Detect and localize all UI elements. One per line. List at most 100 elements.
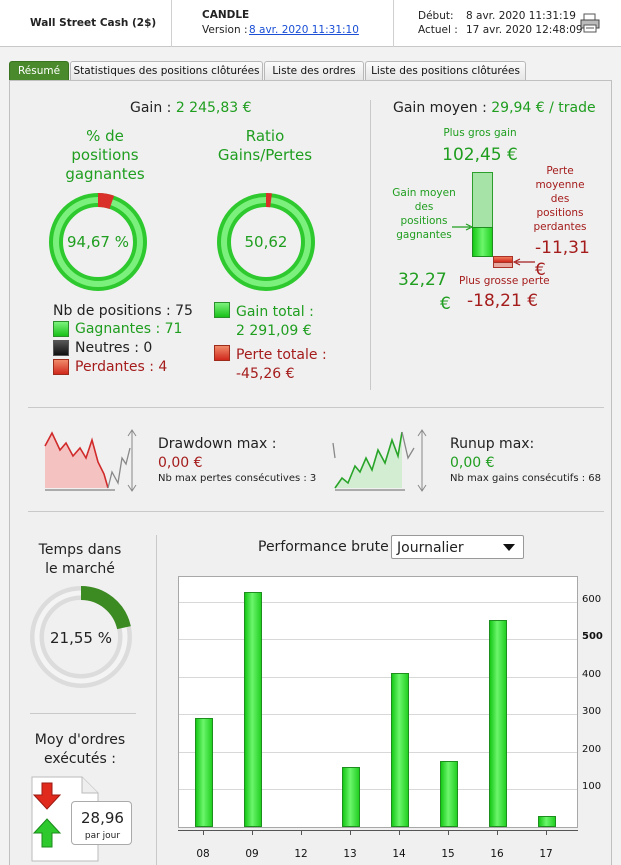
current-date: 17 avr. 2020 12:48:09 — [466, 24, 583, 36]
runup-value: 0,00 € — [450, 455, 495, 471]
chart-gridline — [179, 601, 577, 603]
market-time-donut — [30, 586, 132, 688]
tab-closed-positions-list[interactable]: Liste des positions clôturées — [365, 61, 526, 80]
chart-bar[interactable] — [538, 816, 556, 827]
chart-bar[interactable] — [244, 592, 262, 827]
win-pct-title: % de positions gagnantes — [55, 127, 155, 184]
chart-x-tick-mark — [252, 831, 253, 835]
market-time-title: Temps dans le marché — [20, 541, 140, 579]
gain-total-label: Gain total : — [236, 304, 314, 320]
chart-x-tick: 17 — [539, 848, 553, 860]
chart-x-tick: 16 — [490, 848, 504, 860]
biggest-loss-label: Plus grosse perte — [459, 275, 550, 287]
avg-gain-value: 29,94 € / trade — [491, 100, 596, 116]
period-select[interactable]: Journalier — [391, 535, 524, 559]
chart-x-tick: 12 — [294, 848, 308, 860]
avg-win-value-line: € — [440, 294, 451, 314]
chart-bar[interactable] — [440, 761, 458, 827]
chart-x-tick: 15 — [441, 848, 455, 860]
avg-loss-label-line: positions — [536, 207, 584, 219]
winners-swatch — [53, 321, 69, 337]
chart-x-tick: 08 — [196, 848, 210, 860]
avg-loss-arrow-icon — [513, 258, 535, 266]
loss-total-label: Perte totale : — [236, 347, 327, 363]
chart-y-tick: 400 — [582, 668, 602, 680]
chart-bar[interactable] — [195, 718, 213, 827]
win-pct-loss-segment — [49, 193, 147, 291]
gain-total-value: 2 291,09 € — [236, 323, 312, 339]
chart-x-tick-mark — [448, 831, 449, 835]
avg-loss-label: Perte moyenne des positions perdantes — [525, 164, 595, 234]
avg-loss-label-line: des — [550, 193, 570, 205]
chevron-down-icon — [503, 544, 515, 551]
drawdown-sparkline — [44, 429, 137, 492]
losers-count: Perdantes : 4 — [75, 359, 168, 375]
perf-chart-x-axis: 08 09 12 13 14 15 16 17 — [178, 830, 578, 860]
avg-win-label-line: gagnantes — [396, 229, 452, 241]
chart-y-tick: 100 — [582, 781, 602, 793]
avg-win-arrow-icon — [452, 223, 474, 231]
gain-label: Gain : — [130, 100, 172, 116]
runup-label: Runup max: — [450, 436, 535, 452]
loss-total: Perte totale : -45,26 € — [236, 346, 327, 384]
chart-y-tick: 300 — [582, 706, 602, 718]
loss-total-swatch — [214, 345, 230, 361]
tab-summary[interactable]: Résumé — [9, 61, 69, 80]
avg-win-label-line: Gain moyen — [392, 187, 456, 199]
chart-bar[interactable] — [489, 620, 507, 827]
avg-loss-label-line: perdantes — [533, 221, 587, 233]
drawdown-label: Drawdown max : — [158, 436, 277, 452]
chart-x-tick-mark — [350, 831, 351, 835]
ratio-value: 50,62 — [244, 233, 288, 251]
orders-title-line: exécutés : — [44, 751, 116, 767]
neutral-swatch — [53, 340, 69, 356]
account-name: Wall Street Cash (2$) — [30, 17, 157, 29]
avg-loss-value-line: -11,31 — [535, 238, 590, 258]
chart-x-tick-mark — [301, 831, 302, 835]
chart-x-tick: 14 — [392, 848, 406, 860]
version-link[interactable]: 8 avr. 2020 11:31:10 — [249, 24, 359, 36]
chart-bar[interactable] — [391, 672, 409, 827]
gain-line: Gain : 2 245,83 € — [130, 100, 252, 116]
ratio-donut — [217, 193, 315, 291]
perf-label: Performance brute — [258, 539, 389, 555]
left-divider — [30, 713, 136, 714]
drawdown-value: 0,00 € — [158, 455, 203, 471]
tab-orders-list[interactable]: Liste des ordres — [264, 61, 364, 80]
chart-x-tick-mark — [497, 831, 498, 835]
neutral-count: Neutres : 0 — [75, 340, 153, 356]
perf-chart-y-axis: 100 200 300 400 500 600 — [578, 576, 618, 831]
chart-y-tick: 500 — [582, 631, 603, 643]
chart-y-tick: 600 — [582, 593, 602, 605]
avg-loss-bar — [493, 256, 513, 263]
winners-count: Gagnantes : 71 — [75, 321, 183, 337]
version-label: Version : — [202, 24, 248, 36]
gain-value: 2 245,83 € — [175, 100, 252, 116]
strategy-name: CANDLE — [202, 9, 250, 21]
header-dates-cell: Début: 8 avr. 2020 11:31:19 Actuel : 17 … — [394, 0, 621, 47]
chart-bar[interactable] — [342, 766, 360, 827]
win-pct-donut — [49, 193, 147, 291]
start-date: 8 avr. 2020 11:31:19 — [466, 10, 576, 22]
win-pct-value: 94,67 % — [67, 233, 129, 251]
avg-loss-value-line: € — [535, 260, 546, 280]
tab-closed-position-stats[interactable]: Statistiques des positions clôturées — [70, 61, 263, 80]
chart-gridline — [179, 676, 577, 678]
losers-swatch — [53, 359, 69, 375]
orders-unit: par jour — [84, 831, 121, 841]
printer-icon[interactable] — [580, 13, 600, 33]
chart-gridline — [179, 714, 577, 716]
avg-win-label: Gain moyen des positions gagnantes — [384, 186, 464, 242]
loss-total-value: -45,26 € — [236, 366, 295, 382]
biggest-gain-value: 102,45 € — [442, 145, 518, 165]
chart-x-tick: 13 — [343, 848, 357, 860]
chart-gridline — [179, 789, 577, 791]
section-divider — [28, 511, 604, 512]
header-account-cell: Wall Street Cash (2$) — [0, 0, 172, 47]
avg-loss-value: -11,31 € — [535, 237, 590, 281]
bottom-vertical-separator — [156, 535, 157, 865]
chart-x-tick-mark — [399, 831, 400, 835]
gain-total: Gain total : 2 291,09 € — [236, 303, 314, 341]
avg-loss-label-line: moyenne — [535, 179, 585, 191]
header-bar: Wall Street Cash (2$) CANDLE Version : 8… — [0, 0, 621, 47]
